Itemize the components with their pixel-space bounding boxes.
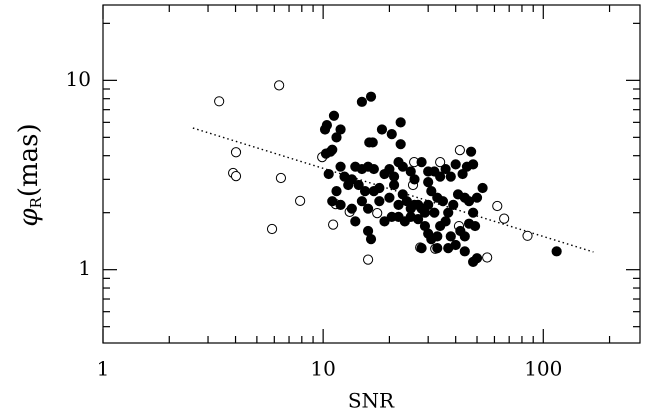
data-point	[440, 216, 451, 227]
data-point	[443, 243, 454, 254]
data-point	[423, 177, 434, 188]
data-point	[356, 196, 368, 207]
data-point	[384, 163, 395, 175]
y-axis-label: φR(mas)	[14, 123, 45, 226]
data-point	[440, 163, 451, 175]
data-point	[362, 203, 374, 214]
data-point	[323, 168, 334, 180]
data-point	[350, 216, 361, 227]
data-point	[230, 147, 242, 158]
data-point	[343, 179, 354, 191]
data-point	[353, 179, 364, 191]
data-point	[374, 182, 385, 194]
x-tick-label: 10	[310, 357, 335, 381]
data-point	[426, 186, 437, 197]
data-point	[328, 219, 339, 230]
data-point	[445, 171, 456, 182]
data-point	[432, 231, 443, 242]
plot-frame	[102, 4, 641, 344]
data-point	[471, 192, 483, 203]
data-point	[457, 168, 468, 180]
data-point	[365, 234, 377, 245]
data-point	[468, 159, 479, 170]
x-axis-label: SNR	[348, 389, 395, 413]
data-point	[429, 207, 440, 218]
data-point	[459, 231, 470, 242]
data-point	[384, 192, 395, 203]
data-point	[435, 171, 446, 182]
data-point	[379, 216, 390, 227]
data-point	[335, 161, 346, 172]
y-label-subscript: R	[27, 196, 45, 208]
data-point	[388, 171, 400, 182]
data-point	[416, 243, 427, 254]
data-point	[328, 110, 340, 121]
data-point	[471, 253, 483, 264]
data-point	[469, 220, 481, 232]
data-point	[346, 203, 357, 214]
data-point	[327, 144, 338, 155]
data-point	[395, 139, 406, 150]
data-point	[295, 195, 306, 206]
y-label-unit: (mas)	[14, 123, 44, 197]
data-point	[454, 145, 465, 156]
data-point	[275, 172, 287, 184]
data-point	[376, 124, 388, 135]
data-point	[321, 120, 332, 131]
data-point	[374, 196, 385, 207]
data-point	[386, 129, 397, 140]
data-point	[393, 199, 404, 210]
data-point	[465, 146, 477, 157]
y-tick-label: 1	[78, 256, 91, 280]
data-point	[335, 124, 346, 135]
data-point	[335, 199, 346, 210]
data-point	[448, 199, 459, 210]
data-point	[331, 186, 342, 197]
data-point	[274, 80, 285, 91]
data-point	[266, 223, 278, 235]
data-point	[397, 161, 408, 172]
data-point	[368, 163, 379, 175]
data-point	[423, 199, 434, 210]
data-point	[409, 174, 420, 185]
data-point	[432, 243, 443, 254]
data-point	[522, 230, 533, 241]
data-point	[395, 117, 406, 128]
x-tick-label: 1	[97, 357, 110, 381]
y-label-symbol: φ	[14, 208, 44, 227]
data-point	[477, 182, 488, 194]
data-point	[327, 196, 338, 207]
data-point	[331, 132, 342, 143]
data-point	[416, 157, 427, 168]
data-point	[365, 91, 377, 102]
x-tick-label: 100	[524, 357, 562, 381]
y-tick-label: 10	[66, 67, 91, 91]
data-point	[362, 254, 374, 265]
data-point	[388, 179, 400, 191]
data-point	[435, 157, 446, 168]
data-point	[450, 159, 461, 170]
data-point	[437, 196, 449, 207]
data-point	[482, 252, 493, 263]
data-point	[413, 213, 424, 225]
data-point	[230, 171, 242, 182]
data-point	[356, 96, 368, 107]
data-point	[459, 246, 470, 257]
data-point	[468, 207, 479, 218]
data-point	[499, 213, 510, 224]
data-point	[492, 200, 503, 212]
data-point	[214, 96, 225, 107]
data-point	[367, 137, 378, 148]
data-point	[551, 246, 562, 257]
data-point	[359, 186, 371, 197]
data-point	[372, 208, 383, 219]
data-point	[445, 231, 456, 242]
